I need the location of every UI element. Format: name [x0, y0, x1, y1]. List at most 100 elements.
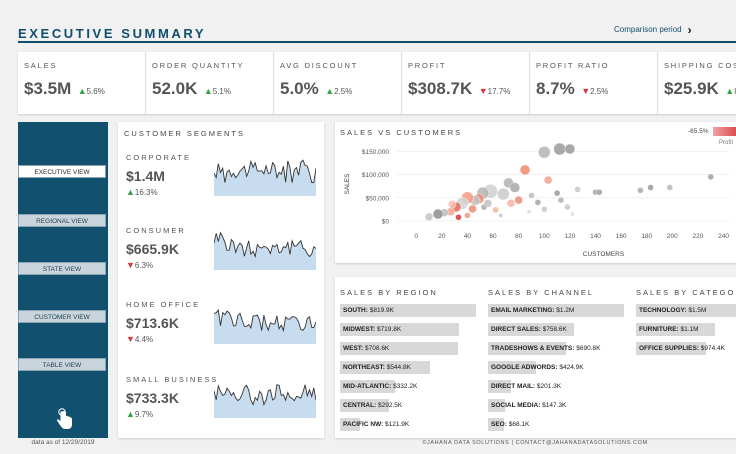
nav-executive-view[interactable]: EXECUTIVE VIEW	[18, 165, 106, 178]
bar-row[interactable]: SOCIAL MEDIA: $147.3K	[488, 399, 624, 412]
bar-name: WEST:	[343, 345, 364, 352]
bar-row[interactable]: GOOGLE ADWORDS: $424.9K	[488, 361, 624, 374]
bar-value: $544.8K	[386, 364, 411, 371]
bar-value: $758.6K	[542, 326, 567, 333]
segment-home-office: HOME OFFICE $713.6K ▼4.4%	[126, 300, 200, 344]
arrow-down-icon: ▼	[126, 260, 135, 270]
kpi-value: 5.0%	[280, 79, 319, 98]
arrow-up-icon: ▲	[126, 187, 135, 197]
bar-row[interactable]: SOUTH: $819.9K	[340, 304, 476, 317]
x-tick-label: 220	[693, 233, 704, 240]
comparison-period-button[interactable]: Comparison period ›	[614, 24, 692, 36]
kpi-value: 52.0K	[152, 79, 198, 98]
sidebar-nav: EXECUTIVE VIEW REGIONAL VIEW STATE VIEW …	[18, 122, 108, 438]
bar-name: TRADESHOWS & EVENTS:	[491, 345, 575, 352]
nav-state-view[interactable]: STATE VIEW	[18, 262, 106, 275]
scatter-point	[534, 199, 542, 206]
footer-credit: ©JAHANA DATA SOLUTIONS | CONTACT@JAHANAD…	[422, 440, 648, 446]
kpi-label: SHIPPING COS	[664, 61, 736, 70]
bar-list-title: SALES BY REGION	[340, 288, 438, 297]
nav-table-view[interactable]: TABLE VIEW	[18, 358, 106, 371]
bar-row[interactable]: WEST: $708.6K	[340, 342, 476, 355]
bar-row[interactable]: MIDWEST: $719.8K	[340, 323, 476, 336]
bar-label: MID-ATLANTIC: $332.2K	[343, 380, 417, 393]
scatter-point	[498, 213, 503, 218]
bar-row[interactable]: TECHNOLOGY: $1.5M	[636, 304, 736, 317]
bar-fill	[340, 304, 476, 317]
bar-label: SOUTH: $819.9K	[343, 304, 394, 317]
bar-row[interactable]: CENTRAL: $292.5K	[340, 399, 476, 412]
kpi-change: 2.5%	[590, 87, 609, 96]
sparkline-consumer	[214, 231, 316, 270]
profit-legend-gradient	[713, 127, 736, 136]
x-tick-label: 140	[590, 233, 601, 240]
nav-customer-view[interactable]: CUSTOMER VIEW	[18, 310, 106, 323]
scatter-point	[526, 209, 532, 214]
segment-value: $665.9K	[126, 241, 179, 257]
scatter-point	[553, 189, 561, 197]
arrow-down-icon: ▼	[126, 334, 135, 344]
segment-value: $733.3K	[126, 390, 179, 406]
bar-row[interactable]: PACIFIC NW: $121.9K	[340, 418, 476, 431]
kpi-label: ORDER QUANTITY	[152, 61, 245, 70]
bar-fill	[488, 399, 505, 412]
bar-value: $719.8K	[376, 326, 402, 333]
sparkline-line	[214, 159, 316, 183]
scatter-point	[707, 173, 714, 181]
nav-regional-view[interactable]: REGIONAL VIEW	[18, 214, 106, 227]
bar-row[interactable]: OFFICE SUPPLIES: $974.4K	[636, 342, 736, 355]
segment-change: 4.4%	[134, 335, 154, 344]
scatter-point	[538, 146, 551, 159]
sparkline-line	[214, 384, 316, 406]
scatter-point	[647, 184, 654, 191]
scatter-point	[514, 195, 523, 205]
y-axis-label: SALES	[344, 173, 351, 195]
sparkline-line	[214, 231, 316, 259]
bar-row[interactable]: TRADESHOWS & EVENTS: $690.8K	[488, 342, 624, 355]
kpi-change: 8	[734, 87, 736, 96]
scatter-point	[574, 186, 581, 193]
bar-value: $424.9K	[559, 364, 584, 371]
scatter-point	[497, 187, 510, 201]
title-divider	[18, 41, 736, 43]
bar-row[interactable]: SEO: $68.1K	[488, 418, 624, 431]
bar-label: CENTRAL: $292.5K	[343, 399, 402, 412]
x-tick-label: 240	[718, 233, 729, 240]
bar-fill	[488, 323, 574, 336]
segment-change: 6.3%	[134, 261, 154, 270]
bar-row[interactable]: DIRECT SALES: $758.6K	[488, 323, 624, 336]
bar-row[interactable]: NORTHEAST: $544.8K	[340, 361, 476, 374]
x-tick-label: 0	[414, 233, 418, 240]
sparkline-home-office	[214, 308, 316, 344]
bar-row[interactable]: DIRECT MAIL: $201.3K	[488, 380, 624, 393]
sales-vs-customers-panel: SALES VS CUSTOMERS $0 $50,000 $100,000 $150…	[335, 122, 736, 263]
bar-list-title: SALES BY CHANNEL	[488, 288, 595, 297]
bar-fill	[636, 323, 716, 336]
sparkline-small-business	[214, 384, 316, 418]
bar-row[interactable]: FURNITURE: $1.1M	[636, 323, 736, 336]
sales-breakdown-panel: SALES BY REGION SOUTH: $819.9K MIDWEST: $7…	[335, 277, 736, 438]
segment-small-business: SMALL BUSINESS $733.3K ▲9.7%	[126, 375, 218, 419]
pointer-hand-icon[interactable]	[54, 408, 74, 430]
bar-row[interactable]: EMAIL MARKETING: $1.2M	[488, 304, 624, 317]
bar-label: SEO: $68.1K	[491, 418, 529, 431]
scatter-point	[509, 182, 521, 193]
kpi-strip: SALES $3.5M ▲5.6% ORDER QUANTITY 52.0K ▲…	[18, 52, 736, 114]
page-title: EXECUTIVE SUMMARY	[18, 26, 207, 41]
bar-value: $1.2M	[556, 307, 575, 314]
x-tick-label: 40	[464, 233, 472, 240]
bar-label: EMAIL MARKETING: $1.2M	[491, 304, 574, 317]
arrow-up-icon: ▲	[725, 86, 735, 96]
sparkline-area	[214, 160, 316, 196]
scatter-point	[596, 188, 603, 196]
scatter-point	[557, 196, 565, 204]
x-axis-label: CUSTOMERS	[583, 251, 625, 258]
bar-value: $332.2K	[393, 383, 418, 390]
bar-row[interactable]: MID-ATLANTIC: $332.2K	[340, 380, 476, 393]
bar-label: DIRECT SALES: $758.6K	[491, 323, 567, 336]
kpi-value: 8.7%	[536, 79, 575, 98]
scatter-chart[interactable]: $0 $50,000 $100,000 $150,000 0 20 40 60 80 100 120…	[335, 122, 736, 263]
bar-fill	[636, 304, 736, 317]
kpi-change: 5.6%	[86, 87, 105, 96]
bar-value: $292.5K	[378, 402, 403, 409]
